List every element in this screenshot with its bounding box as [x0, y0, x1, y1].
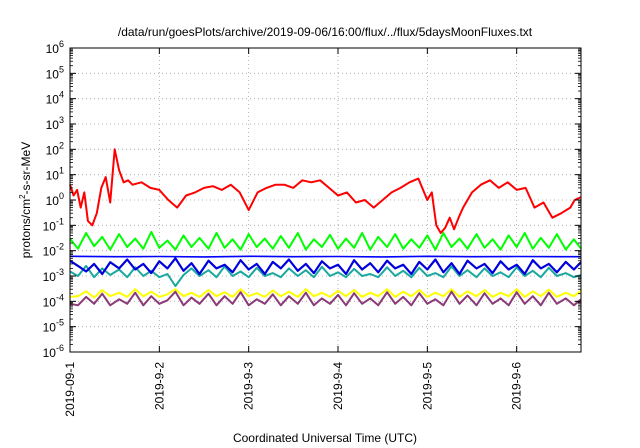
y-tick-label-base: 10: [46, 143, 60, 157]
series-line-6: [69, 257, 582, 276]
y-tick-label-exponent: 3: [59, 115, 64, 125]
x-axis-label: Coordinated Universal Time (UTC): [233, 431, 417, 445]
y-tick-label-base: 10: [46, 169, 60, 183]
y-tick-label-exponent: -5: [56, 318, 64, 328]
y-tick-label-base: 10: [43, 219, 57, 233]
y-tick-label-base: 10: [43, 295, 57, 309]
y-axis-label-text: protons/cm: [19, 199, 33, 258]
y-tick-label-exponent: 5: [59, 64, 64, 74]
series-line-5: [69, 255, 581, 258]
y-tick-label-exponent: 2: [59, 140, 64, 150]
y-axis-tick-labels: 10-610-510-410-310-210-11001011021031041…: [43, 39, 64, 360]
y-tick-label: 103: [46, 115, 64, 132]
axis-ticks: [69, 47, 581, 353]
y-tick-label-base: 10: [43, 321, 57, 335]
series-line-7: [69, 148, 582, 234]
y-tick-label: 10-2: [43, 242, 64, 259]
chart-title: /data/run/goesPlots/archive/2019-09-06/1…: [118, 25, 533, 39]
series-layer: [69, 148, 582, 307]
y-tick-label: 10-3: [43, 267, 64, 284]
y-tick-label-base: 10: [43, 346, 57, 360]
x-tick-label: 2019-9-6: [510, 362, 524, 410]
y-tick-label-exponent: -2: [56, 242, 64, 252]
y-tick-label: 105: [46, 64, 64, 81]
series-line-3: [69, 264, 582, 288]
y-tick-label-base: 10: [46, 194, 60, 208]
y-tick-label-base: 10: [46, 118, 60, 132]
y-tick-label: 10-4: [43, 292, 64, 309]
y-tick-label: 10-6: [43, 343, 64, 360]
y-tick-label: 102: [46, 140, 64, 157]
x-axis-tick-labels: 2019-09-1 2019-9-2 2019-9-3 2019-9-4 2019-9-…: [63, 362, 524, 417]
y-tick-label-exponent: 1: [59, 166, 64, 176]
y-tick-label: 100: [46, 191, 64, 208]
y-axis-label-unit: -s-sr-MeV: [19, 142, 33, 195]
y-tick-label-base: 10: [46, 93, 60, 107]
y-tick-label-exponent: -1: [56, 216, 64, 226]
y-axis-label: protons/cm2-s-sr-MeV: [18, 142, 33, 258]
y-tick-label-base: 10: [46, 42, 60, 56]
x-tick-label: 2019-09-1: [63, 362, 77, 417]
y-tick-label-exponent: 6: [59, 39, 64, 49]
series-line-4: [69, 230, 582, 251]
y-tick-label: 101: [46, 166, 64, 183]
series-line-1: [69, 288, 582, 299]
x-tick-label: 2019-9-5: [420, 362, 434, 410]
y-tick-label-base: 10: [43, 245, 57, 259]
y-tick-label-exponent: 0: [59, 191, 64, 201]
y-tick-label: 106: [46, 39, 64, 56]
x-tick-label: 2019-9-4: [331, 362, 345, 410]
y-tick-label-exponent: -6: [56, 343, 64, 353]
y-tick-label: 10-1: [43, 216, 64, 233]
series-line-2: [69, 290, 582, 307]
x-tick-label: 2019-9-3: [242, 362, 256, 410]
x-tick-label: 2019-9-2: [152, 362, 166, 410]
y-tick-label: 104: [46, 90, 64, 107]
y-axis-label-superscript: 2: [18, 194, 27, 199]
y-tick-label-exponent: -3: [56, 267, 64, 277]
y-tick-label-exponent: 4: [59, 90, 64, 100]
y-tick-label-base: 10: [43, 270, 57, 284]
y-tick-label: 10-5: [43, 318, 64, 335]
y-tick-label-base: 10: [46, 67, 60, 81]
y-tick-label-exponent: -4: [56, 292, 64, 302]
